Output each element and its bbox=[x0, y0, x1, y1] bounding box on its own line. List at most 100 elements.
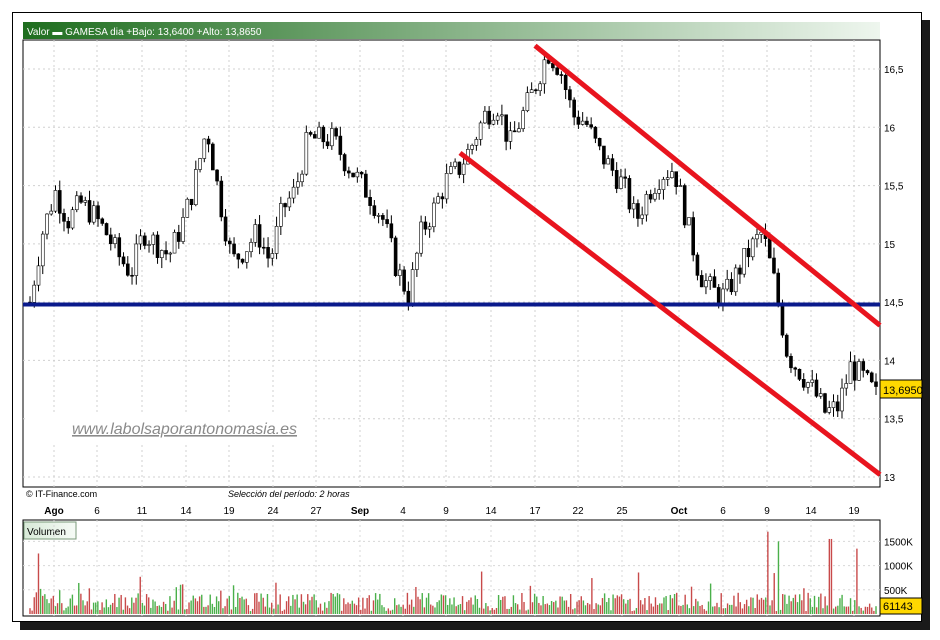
candle-body bbox=[185, 198, 190, 218]
candle-body bbox=[580, 120, 585, 125]
candle-body bbox=[87, 200, 92, 223]
candle-body bbox=[304, 132, 309, 175]
date-tick-label: 25 bbox=[616, 506, 628, 517]
candle-body bbox=[189, 198, 194, 206]
candle-body bbox=[427, 226, 432, 230]
candle-body bbox=[406, 290, 411, 305]
candle-body bbox=[202, 138, 207, 159]
candle-body bbox=[83, 200, 88, 203]
candle-body bbox=[364, 173, 368, 198]
candle-body bbox=[470, 144, 474, 150]
candle-body bbox=[104, 223, 109, 236]
candle-body bbox=[653, 192, 657, 200]
price-axis: 16,5 16 15,5 15 14,5 14 13,5 13 bbox=[884, 65, 904, 484]
date-tick-label: 9 bbox=[443, 506, 449, 517]
channel-lower-line bbox=[458, 150, 882, 477]
volume-label-box bbox=[23, 521, 77, 540]
candle-body bbox=[283, 203, 287, 208]
price-tick-label: 14 bbox=[884, 356, 896, 367]
candle-body bbox=[491, 119, 496, 125]
candle-body bbox=[797, 368, 802, 380]
candle-body bbox=[478, 122, 483, 140]
watermark-backdrop bbox=[26, 412, 310, 442]
candle-body bbox=[517, 128, 521, 133]
candle-body bbox=[801, 379, 806, 388]
candle-body bbox=[512, 130, 517, 133]
candle-body bbox=[53, 190, 58, 212]
candle-body bbox=[317, 126, 321, 139]
candle-body bbox=[691, 217, 695, 256]
candle-body bbox=[96, 205, 100, 220]
candle-body bbox=[321, 126, 326, 143]
candle-body bbox=[818, 393, 823, 397]
candle-body bbox=[402, 269, 406, 292]
date-axis: Ago 6 11 14 19 24 27 Sep 4 9 14 17 22 25 Oct 6 9 14 19 bbox=[44, 506, 860, 517]
candle-body bbox=[215, 169, 219, 182]
volume-series bbox=[29, 531, 877, 614]
candle-body bbox=[287, 197, 292, 208]
candle-body bbox=[733, 267, 738, 293]
candle-body bbox=[585, 120, 589, 125]
candle-body bbox=[423, 221, 428, 230]
candle-body bbox=[755, 234, 759, 240]
candle-body bbox=[869, 372, 874, 383]
candle-body bbox=[831, 401, 836, 408]
candle-body bbox=[291, 186, 296, 199]
candle-body bbox=[810, 379, 815, 383]
date-tick-label: 14 bbox=[180, 506, 192, 517]
candle-body bbox=[487, 110, 491, 125]
candle-body bbox=[852, 361, 857, 381]
volume-tick-label: 500K bbox=[884, 586, 908, 597]
candle-body bbox=[151, 234, 156, 245]
candle-body bbox=[563, 74, 568, 91]
candle-body bbox=[419, 221, 423, 254]
date-tick-label: 14 bbox=[805, 506, 817, 517]
candle-body bbox=[631, 203, 636, 210]
candle-body bbox=[62, 213, 66, 222]
candle-body bbox=[393, 237, 398, 276]
price-tick-label: 13,5 bbox=[884, 415, 904, 426]
candle-body bbox=[555, 67, 559, 75]
candle-body bbox=[742, 248, 747, 275]
candle-body bbox=[313, 134, 317, 139]
last-price-label: 13,6950 bbox=[883, 385, 923, 397]
candle-body bbox=[91, 205, 96, 223]
watermark-text: www.labolsaporantonomasia.es bbox=[72, 421, 297, 438]
candle-body bbox=[619, 176, 623, 189]
candle-body bbox=[576, 116, 581, 125]
date-tick-label: Oct bbox=[671, 506, 688, 517]
candle-body bbox=[36, 265, 41, 286]
candle-body bbox=[40, 233, 45, 267]
candle-body bbox=[347, 170, 351, 174]
candle-body bbox=[113, 237, 117, 245]
candle-body bbox=[614, 170, 619, 189]
candle-body bbox=[449, 166, 453, 174]
candle-body bbox=[376, 215, 381, 217]
candle-body bbox=[704, 280, 708, 288]
candle-body bbox=[355, 171, 360, 178]
candle-body bbox=[529, 89, 534, 93]
candle-body bbox=[249, 242, 253, 253]
candle-body bbox=[159, 250, 164, 258]
candle-body bbox=[780, 303, 785, 336]
candle-body bbox=[559, 74, 564, 76]
candle-body bbox=[279, 203, 283, 227]
candle-body bbox=[687, 217, 691, 226]
candle-body bbox=[181, 217, 185, 242]
candle-body bbox=[610, 158, 615, 171]
candle-body bbox=[410, 269, 415, 305]
candle-body bbox=[606, 158, 610, 165]
date-tick-label: 22 bbox=[572, 506, 584, 517]
candle-body bbox=[623, 176, 627, 179]
candle-body bbox=[695, 254, 700, 276]
channel-upper-line bbox=[533, 43, 882, 328]
price-tick-label: 14,5 bbox=[884, 298, 904, 309]
candle-body bbox=[168, 252, 173, 255]
last-volume-box bbox=[879, 597, 923, 615]
price-tick-label: 15,5 bbox=[884, 182, 904, 193]
candle-body bbox=[508, 130, 513, 142]
header-bar bbox=[23, 22, 880, 39]
candle-body bbox=[674, 171, 678, 188]
price-tick-label: 13 bbox=[884, 473, 896, 484]
candle-body bbox=[640, 214, 644, 219]
